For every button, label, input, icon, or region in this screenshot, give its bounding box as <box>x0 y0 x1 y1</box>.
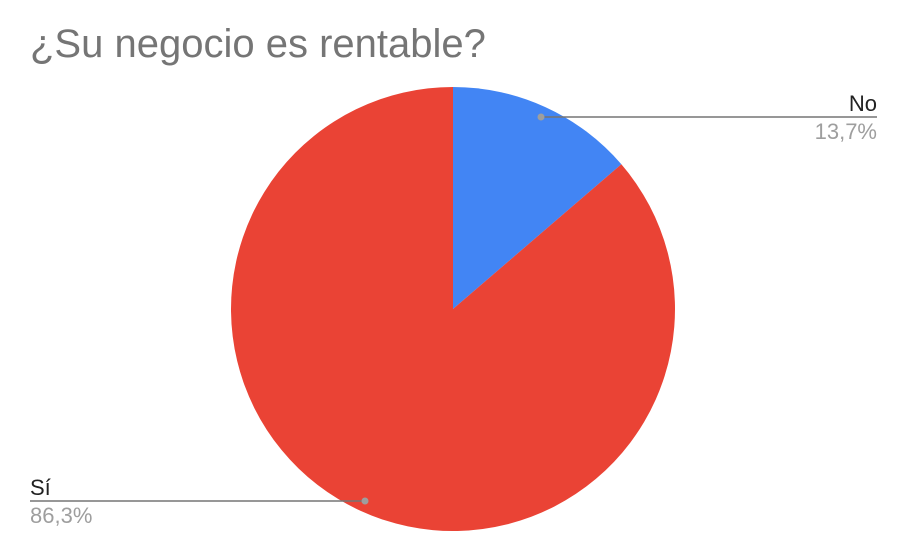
leader-dot <box>361 497 369 505</box>
pie-slices <box>231 87 675 532</box>
pie-slice-no <box>453 87 622 309</box>
slice-label-percent: 13,7% <box>815 119 877 144</box>
chart-title: ¿Su negocio es rentable? <box>30 22 486 66</box>
leader-dot <box>537 113 545 121</box>
slice-label-name: No <box>849 91 877 116</box>
slice-labels: No 13,7% Sí 86,3% <box>30 91 877 528</box>
pie-slice-s- <box>231 87 675 532</box>
slice-label-percent: 86,3% <box>30 503 92 528</box>
slice-label-name: Sí <box>30 475 51 500</box>
